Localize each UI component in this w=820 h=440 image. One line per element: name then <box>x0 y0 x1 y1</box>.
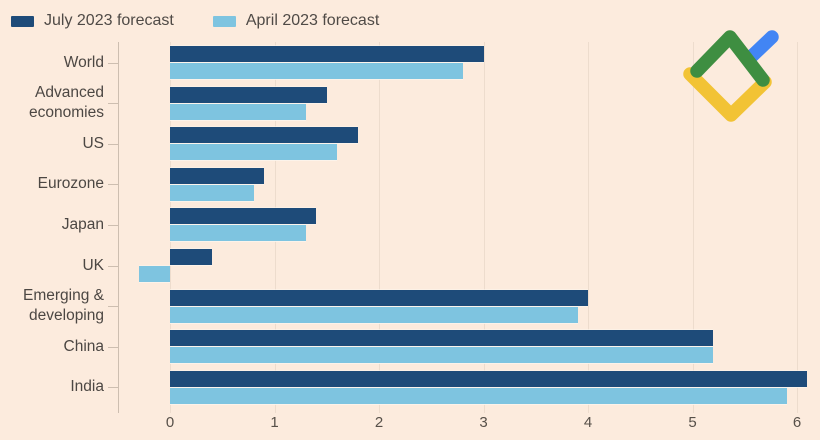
category-label-uk: UK <box>82 256 104 274</box>
bar-april-us <box>170 144 338 161</box>
gridline-x-5 <box>692 42 694 413</box>
bar-april-india <box>170 387 787 404</box>
x-tick-label-3: 3 <box>479 414 488 431</box>
bar-july-japan <box>170 208 317 225</box>
x-tick-label-6: 6 <box>792 414 802 431</box>
bar-april-japan <box>170 225 306 242</box>
bar-july-advanced-economies <box>170 86 327 103</box>
legend-swatch <box>212 15 236 27</box>
bar-april-eurozone <box>170 184 254 201</box>
bar-july-world <box>170 46 484 62</box>
category-tick <box>108 387 119 389</box>
category-label-emerging-developing: Emerging & developing <box>23 287 104 325</box>
bar-april-advanced-economies <box>170 103 306 120</box>
bar-july-uk <box>170 249 212 265</box>
x-tick-label-1: 1 <box>270 414 279 431</box>
category-label-us: US <box>82 134 104 152</box>
chart-legend: July 2023 forecast April 2023 forecast <box>11 11 379 31</box>
category-label-japan: Japan <box>61 215 104 233</box>
category-label-eurozone: Eurozone <box>37 175 104 193</box>
category-label-advanced-economies: Advanced economies <box>29 84 104 122</box>
category-tick <box>108 62 119 64</box>
x-tick-label-4: 4 <box>583 414 593 431</box>
bar-july-india <box>170 370 808 387</box>
category-label-world: World <box>63 53 104 71</box>
category-tick <box>108 265 119 267</box>
category-label-india: India <box>70 378 104 396</box>
bar-july-eurozone <box>170 167 265 184</box>
bar-april-uk <box>138 266 170 282</box>
bar-july-us <box>170 127 359 144</box>
legend-label: July 2023 forecast <box>44 12 174 29</box>
bar-april-world <box>170 63 463 79</box>
bar-april-emerging-developing <box>170 306 578 323</box>
x-tick-label-2: 2 <box>374 414 384 431</box>
category-tick <box>108 346 119 348</box>
y-axis-line <box>118 42 119 413</box>
bar-april-china <box>170 347 714 364</box>
logo-blue-segment <box>744 30 779 64</box>
gridline-x-6 <box>797 42 798 413</box>
legend-swatch <box>11 15 34 27</box>
gridline-x-4 <box>588 42 589 413</box>
category-tick <box>108 103 119 105</box>
logo-yellow-check <box>683 67 772 122</box>
category-tick <box>108 306 119 308</box>
bar-july-emerging-developing <box>170 289 588 306</box>
category-tick <box>108 184 119 186</box>
logo-green-zigzag <box>690 30 770 87</box>
x-tick-label-0: 0 <box>165 414 175 431</box>
category-tick <box>108 224 119 226</box>
legend-item: April 2023 forecast <box>212 11 380 31</box>
legend-label: April 2023 forecast <box>245 12 380 29</box>
gridline-x-2 <box>379 42 380 413</box>
gridline-x-3 <box>483 42 485 413</box>
legend-item: July 2023 forecast <box>11 11 174 31</box>
category-label-china: China <box>63 337 105 355</box>
category-tick <box>108 143 119 145</box>
litefinance-logo <box>683 30 779 122</box>
bar-july-china <box>170 330 714 347</box>
x-tick-label-5: 5 <box>688 414 697 431</box>
